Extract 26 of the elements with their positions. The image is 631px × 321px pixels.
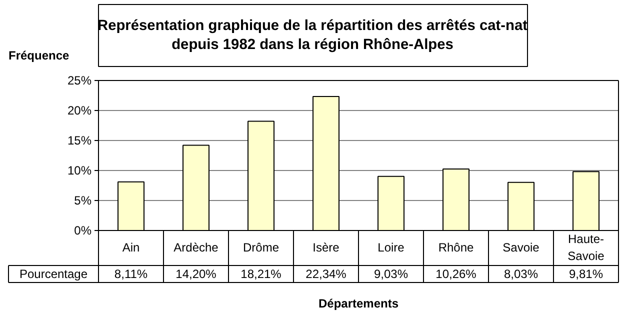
data-label: 9,03% — [374, 267, 408, 281]
data-label: 22,34% — [306, 267, 347, 281]
text: Pourcentage — [19, 267, 88, 281]
x-tick-label: Rhône — [438, 240, 474, 254]
y-axis-title: Fréquence — [8, 48, 70, 62]
data-label: 18,21% — [240, 267, 282, 281]
x-tick-label: Drôme — [242, 240, 280, 254]
data-label: 14,20% — [176, 267, 217, 281]
x-tick-label: Ardèche — [174, 240, 219, 254]
y-tick-label: 15% — [67, 134, 92, 148]
data-label: 10,26% — [436, 267, 477, 281]
data-label: 9,81% — [568, 267, 604, 281]
x-tick-label: Haute-Savoie — [568, 232, 605, 263]
y-tick-label: 10% — [67, 164, 92, 178]
y-tick-label: 0% — [74, 224, 92, 238]
y-tick-label: 5% — [74, 194, 92, 208]
x-tick-label: Isère — [312, 240, 340, 254]
data-label: 8,11% — [114, 267, 148, 281]
chart-title: Représentation graphique de la répartition des arrêtés cat-nat depuis 1982 dans la région Rhône-Alpes — [97, 18, 528, 54]
y-tick-label: 25% — [67, 74, 92, 88]
x-tick-label: Ain — [122, 240, 140, 254]
x-tick-label: Loire — [378, 240, 405, 254]
y-tick-label: 20% — [67, 104, 92, 118]
data-label: 8,03% — [504, 267, 538, 281]
x-tick-label: Savoie — [502, 240, 540, 254]
x-axis-title: Départements — [318, 296, 399, 310]
